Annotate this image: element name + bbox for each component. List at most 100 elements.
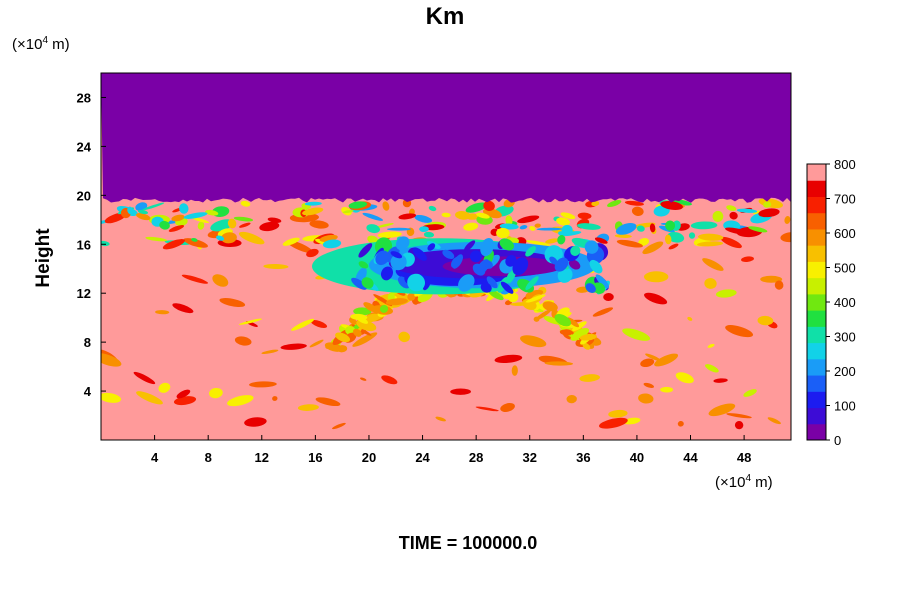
field-feature	[743, 389, 757, 397]
colorbar-segment	[807, 212, 826, 230]
field-feature	[309, 220, 329, 229]
field-feature	[233, 216, 254, 222]
field-feature	[712, 210, 724, 222]
field-feature	[561, 224, 573, 236]
colorbar-tick-label: 800	[834, 157, 856, 172]
x-tick-label: 28	[469, 450, 483, 465]
field-feature	[414, 214, 433, 223]
field-feature	[660, 386, 674, 393]
field-feature	[173, 396, 197, 406]
field-feature	[725, 227, 749, 235]
field-feature	[272, 396, 278, 401]
field-feature	[708, 403, 736, 417]
field-feature	[234, 336, 252, 346]
field-feature	[212, 274, 229, 287]
field-feature	[525, 240, 551, 246]
field-feature	[512, 257, 529, 276]
field-feature	[375, 250, 390, 266]
field-feature	[145, 236, 168, 242]
field-feature	[332, 422, 346, 430]
field-feature	[568, 259, 581, 270]
field-feature	[748, 226, 768, 233]
field-feature	[690, 221, 718, 230]
field-feature	[480, 282, 492, 293]
field-feature	[390, 251, 403, 259]
field-feature	[240, 200, 251, 207]
upper-layer	[101, 73, 791, 203]
field-feature	[376, 223, 394, 228]
field-feature	[697, 241, 724, 247]
field-feature	[297, 404, 319, 411]
field-feature	[172, 303, 194, 314]
field-feature	[351, 277, 367, 290]
colorbar	[806, 163, 827, 441]
field-feature	[488, 290, 504, 301]
field-feature	[631, 206, 644, 216]
field-feature	[101, 353, 122, 367]
y-tick-label: 28	[77, 90, 91, 105]
field-feature	[171, 214, 185, 222]
field-feature	[141, 202, 165, 211]
field-feature	[665, 220, 676, 231]
x-tick-label: 4	[151, 450, 159, 465]
field-feature	[197, 221, 205, 230]
field-feature	[554, 314, 572, 327]
field-feature	[353, 307, 372, 316]
field-feature	[210, 219, 234, 232]
field-feature	[520, 335, 547, 348]
colorbar-ticks: 0 100 200 300 400 500 600 700 800	[826, 157, 856, 448]
time-label: TIME = 100000.0	[399, 533, 538, 553]
x-tick-label: 40	[630, 450, 644, 465]
field-feature	[644, 292, 668, 305]
field-feature	[362, 212, 384, 221]
field-feature	[760, 275, 783, 283]
field-feature	[549, 256, 558, 265]
field-feature	[450, 388, 471, 395]
field-feature	[572, 321, 587, 331]
colorbar-tick-label: 100	[834, 399, 856, 414]
field-feature	[599, 417, 628, 429]
field-feature	[763, 201, 772, 208]
field-feature	[464, 240, 476, 252]
colorbar-tick-label: 500	[834, 261, 856, 276]
field-feature	[757, 315, 774, 326]
field-feature	[554, 257, 569, 272]
field-feature	[280, 343, 307, 350]
field-feature	[698, 233, 724, 241]
field-feature	[705, 364, 719, 373]
field-feature	[291, 318, 315, 331]
field-feature	[499, 238, 514, 251]
field-feature	[591, 201, 600, 207]
y-tick-label: 12	[77, 286, 91, 301]
field-feature	[356, 319, 377, 332]
x-tick-label: 16	[308, 450, 322, 465]
field-feature	[758, 208, 780, 218]
y-axis-unit: (×104 m)	[12, 35, 70, 53]
field-feature	[476, 212, 490, 219]
field-feature	[191, 237, 198, 242]
field-feature	[688, 232, 696, 239]
colorbar-segment	[807, 164, 826, 181]
field-feature	[525, 276, 539, 291]
field-feature	[304, 201, 322, 206]
field-feature	[363, 302, 379, 313]
field-feature	[505, 215, 513, 226]
field-feature	[594, 237, 608, 244]
field-feature	[302, 207, 324, 216]
field-feature	[168, 225, 185, 232]
field-feature	[534, 223, 541, 228]
field-feature	[183, 212, 208, 219]
field-feature	[244, 417, 267, 427]
field-feature	[435, 416, 446, 422]
field-feature	[205, 209, 219, 216]
field-feature	[359, 377, 367, 381]
colorbar-segment	[807, 245, 826, 262]
field-feature	[556, 217, 571, 226]
field-feature	[668, 243, 679, 250]
field-plot	[101, 73, 791, 440]
field-feature	[595, 274, 609, 289]
field-feature	[720, 236, 742, 249]
field-feature	[557, 234, 566, 245]
field-feature	[239, 222, 251, 228]
